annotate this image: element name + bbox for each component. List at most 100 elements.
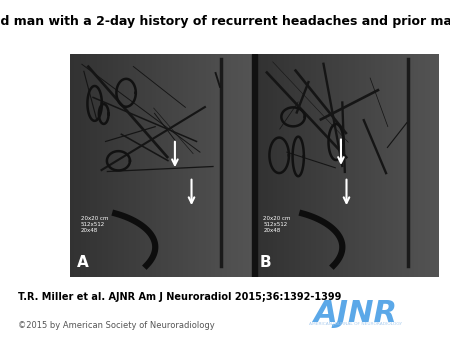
Bar (398, 54, 400, 277)
Bar (126, 54, 129, 277)
Bar (115, 54, 118, 277)
Bar (393, 54, 396, 277)
Bar (122, 54, 125, 277)
Bar (72, 54, 75, 277)
Bar (366, 54, 369, 277)
Bar (389, 54, 392, 277)
Bar (79, 54, 81, 277)
Bar (273, 54, 275, 277)
Bar (206, 54, 209, 277)
Bar (231, 54, 234, 277)
Bar (252, 54, 257, 277)
Bar (184, 54, 186, 277)
Bar (402, 54, 405, 277)
Bar (197, 54, 200, 277)
Bar (243, 54, 245, 277)
Bar (436, 54, 439, 277)
Bar (149, 54, 152, 277)
Bar (382, 54, 385, 277)
Bar (311, 54, 314, 277)
Bar (409, 54, 412, 277)
Bar (302, 54, 305, 277)
Bar (131, 54, 134, 277)
Bar (364, 54, 366, 277)
Bar (95, 54, 97, 277)
Bar (337, 54, 339, 277)
Bar (300, 54, 303, 277)
Bar (215, 54, 218, 277)
Bar (86, 54, 88, 277)
Bar (204, 54, 207, 277)
Text: ©2015 by American Society of Neuroradiology: ©2015 by American Society of Neuroradiol… (18, 320, 215, 330)
Text: A: A (77, 256, 89, 270)
Bar (343, 54, 346, 277)
Bar (88, 54, 90, 277)
Text: A 19-year-old man with a 2-day history of recurrent headaches and prior marijuan: A 19-year-old man with a 2-day history o… (0, 15, 450, 28)
Bar (108, 54, 111, 277)
Bar (161, 54, 163, 277)
Bar (76, 54, 79, 277)
Bar (129, 54, 131, 277)
Bar (220, 54, 222, 277)
Bar (428, 54, 430, 277)
Bar (234, 54, 236, 277)
Bar (236, 54, 238, 277)
Bar (208, 54, 211, 277)
Bar (143, 54, 145, 277)
Bar (154, 54, 157, 277)
Bar (167, 54, 170, 277)
Bar (414, 54, 416, 277)
Bar (195, 54, 198, 277)
Bar (323, 54, 325, 277)
Bar (368, 54, 371, 277)
Bar (305, 54, 307, 277)
Bar (411, 54, 414, 277)
Bar (325, 54, 328, 277)
Bar (405, 54, 407, 277)
Bar (124, 54, 127, 277)
Bar (348, 54, 351, 277)
Bar (407, 54, 410, 277)
Bar (293, 54, 296, 277)
Bar (430, 54, 432, 277)
Bar (147, 54, 150, 277)
Bar (373, 54, 375, 277)
Bar (113, 54, 116, 277)
Bar (97, 54, 100, 277)
Text: AJNR: AJNR (314, 299, 397, 328)
Bar (163, 54, 166, 277)
Bar (268, 54, 271, 277)
Bar (174, 54, 177, 277)
Bar (156, 54, 159, 277)
Bar (240, 54, 243, 277)
Bar (279, 54, 282, 277)
Bar (172, 54, 175, 277)
Bar (222, 54, 225, 277)
Bar (346, 54, 348, 277)
Bar (238, 54, 241, 277)
Bar (81, 54, 84, 277)
Bar (74, 54, 77, 277)
Bar (117, 54, 120, 277)
Bar (327, 54, 330, 277)
Bar (339, 54, 342, 277)
Bar (177, 54, 179, 277)
Bar (434, 54, 437, 277)
Bar (286, 54, 289, 277)
Bar (190, 54, 193, 277)
Bar (370, 54, 373, 277)
Bar (421, 54, 423, 277)
Bar (229, 54, 232, 277)
Bar (106, 54, 109, 277)
Bar (245, 54, 248, 277)
Bar (70, 54, 72, 277)
Bar (361, 54, 364, 277)
Bar (400, 54, 403, 277)
Bar (264, 54, 266, 277)
Bar (270, 54, 273, 277)
Bar (138, 54, 140, 277)
Bar (217, 54, 220, 277)
Bar (188, 54, 191, 277)
Bar (425, 54, 428, 277)
Bar (90, 54, 93, 277)
